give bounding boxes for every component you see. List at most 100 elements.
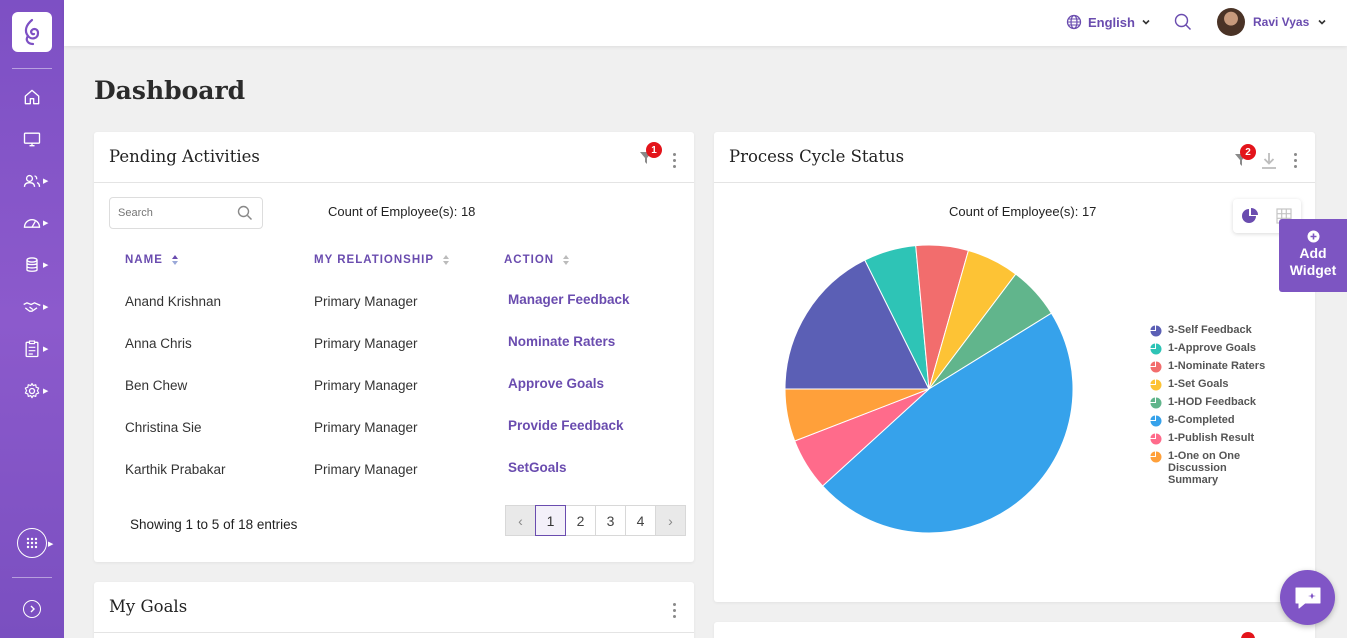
action-link[interactable]: Approve Goals <box>508 376 605 391</box>
legend-item[interactable]: 8-Completed <box>1150 414 1265 432</box>
add-widget-button[interactable]: Add Widget <box>1279 219 1347 292</box>
chevron-right-icon: ▶ <box>43 178 49 185</box>
action-link[interactable]: SetGoals <box>508 460 567 475</box>
action-link[interactable]: Provide Feedback <box>508 418 624 433</box>
sidebar-item-partners[interactable]: ▶ <box>0 289 64 325</box>
column-header-action[interactable]: ACTION <box>504 254 570 266</box>
pagination-info: Showing 1 to 5 of 18 entries <box>130 517 298 532</box>
legend-item[interactable]: 1-HOD Feedback <box>1150 396 1265 414</box>
employee-count: Count of Employee(s): 18 <box>328 204 476 219</box>
sidebar-item-home[interactable] <box>0 79 64 115</box>
relationship: Primary Manager <box>314 294 418 309</box>
pie-view-button[interactable] <box>1233 199 1267 233</box>
language-selector[interactable]: English <box>1066 14 1151 30</box>
language-label: English <box>1088 14 1135 30</box>
sidebar-item-tasks[interactable]: ▶ <box>0 331 64 367</box>
card-title: Process Cycle Status <box>729 147 905 166</box>
prev-page-button[interactable]: ‹ <box>505 505 536 536</box>
legend-item[interactable]: 1-Publish Result <box>1150 432 1265 450</box>
legend-item[interactable]: 1-Nominate Raters <box>1150 360 1265 378</box>
home-icon <box>24 89 40 105</box>
pie-chart-icon <box>1242 208 1258 223</box>
column-header-relationship[interactable]: MY RELATIONSHIP <box>314 254 450 266</box>
chevron-down-icon <box>1142 19 1150 25</box>
table-row: Anand Krishnan Primary Manager Manager F… <box>94 292 694 336</box>
search-field[interactable] <box>109 197 263 229</box>
table-row: Anna Chris Primary Manager Nominate Rate… <box>94 334 694 378</box>
monitor-icon <box>23 132 41 147</box>
more-options-button[interactable] <box>1294 153 1297 168</box>
action-link[interactable]: Nominate Raters <box>508 334 616 349</box>
legend-label: 1-Publish Result <box>1168 432 1255 444</box>
page-button[interactable]: 2 <box>565 505 596 536</box>
legend-label: 1-One on One Discussion Summary <box>1168 450 1241 486</box>
pie-slice[interactable] <box>784 388 930 442</box>
next-page-button[interactable]: › <box>655 505 686 536</box>
next-widget-card <box>714 622 1315 638</box>
card-title: My Goals <box>109 597 188 616</box>
legend-swatch <box>1150 433 1162 445</box>
chevron-down-icon <box>1318 19 1326 25</box>
employee-name: Ben Chew <box>125 378 188 393</box>
chart-legend: 3-Self Feedback 1-Approve Goals 1-Nominate… <box>1150 324 1265 486</box>
employee-name: Anna Chris <box>125 336 192 351</box>
page-button[interactable]: 3 <box>595 505 626 536</box>
download-button[interactable] <box>1261 152 1277 175</box>
legend-swatch <box>1150 379 1162 391</box>
table-row: Ben Chew Primary Manager Approve Goals <box>94 376 694 420</box>
sidebar-divider <box>12 68 52 69</box>
sidebar-item-display[interactable] <box>0 121 64 157</box>
grid-icon <box>26 537 38 549</box>
expand-sidebar-button[interactable] <box>23 600 41 618</box>
search-input[interactable] <box>110 198 220 228</box>
chevron-right-icon: ▶ <box>43 388 49 395</box>
relationship: Primary Manager <box>314 378 418 393</box>
filter-count-badge: 2 <box>1240 144 1256 160</box>
user-name: Ravi Vyas <box>1253 15 1310 29</box>
sort-icon <box>443 255 449 265</box>
download-icon <box>1262 153 1276 169</box>
page-button[interactable]: 1 <box>535 505 566 536</box>
filter-button[interactable]: 2 <box>1234 144 1256 173</box>
global-search-button[interactable] <box>1174 13 1192 36</box>
legend-item[interactable]: 1-Set Goals <box>1150 378 1265 396</box>
gear-icon <box>24 382 40 399</box>
pie-slice[interactable] <box>784 259 930 390</box>
chevron-right-icon: ▶ <box>43 346 49 353</box>
sidebar-item-performance[interactable]: ▶ <box>0 205 64 241</box>
column-label: MY RELATIONSHIP <box>314 254 434 266</box>
more-options-button[interactable] <box>673 603 676 618</box>
legend-item[interactable]: 1-Approve Goals <box>1150 342 1265 360</box>
app-logo[interactable] <box>12 12 52 52</box>
action-link[interactable]: Manager Feedback <box>508 292 630 307</box>
sidebar-divider <box>12 577 52 578</box>
search-icon <box>1174 13 1192 31</box>
globe-icon <box>1066 14 1082 30</box>
legend-label: 8-Completed <box>1168 414 1235 426</box>
filter-button[interactable]: 1 <box>639 142 662 171</box>
legend-item[interactable]: 3-Self Feedback <box>1150 324 1265 342</box>
user-menu[interactable]: Ravi Vyas <box>1217 8 1327 36</box>
relationship: Primary Manager <box>314 462 418 477</box>
pie-slice[interactable] <box>821 312 1074 534</box>
page-button[interactable]: 4 <box>625 505 656 536</box>
database-icon <box>26 257 38 272</box>
sidebar-item-people[interactable]: ▶ <box>0 163 64 199</box>
add-widget-label: Widget <box>1289 262 1337 278</box>
employee-name: Karthik Prabakar <box>125 462 226 477</box>
employee-name: Christina Sie <box>125 420 202 435</box>
divider <box>94 632 694 633</box>
legend-swatch <box>1150 397 1162 409</box>
relationship: Primary Manager <box>314 336 418 351</box>
chat-button[interactable] <box>1280 570 1335 625</box>
column-header-name[interactable]: NAME <box>125 254 179 266</box>
filter-count-badge: 1 <box>646 142 662 158</box>
filter-count-badge <box>1241 632 1255 638</box>
sidebar-item-settings[interactable]: ▶ <box>0 373 64 409</box>
more-options-button[interactable] <box>673 153 676 168</box>
apps-button[interactable] <box>17 528 47 558</box>
logo-icon <box>24 18 40 46</box>
sidebar: ▶ ▶ ▶ ▶ ▶ ▶ ▶ <box>0 0 64 638</box>
legend-item[interactable]: 1-One on One Discussion Summary <box>1150 450 1260 486</box>
sidebar-item-database[interactable]: ▶ <box>0 247 64 283</box>
